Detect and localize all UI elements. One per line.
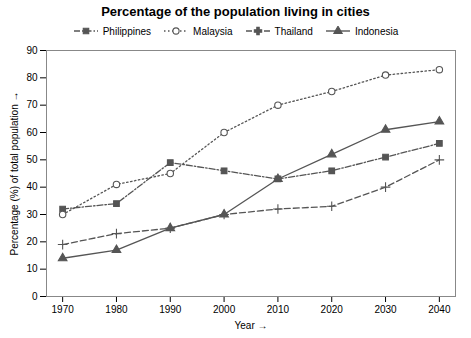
html-text:Malaysia: Malaysia <box>193 25 233 37</box>
svg-text:1980: 1980 <box>105 304 128 315</box>
html-text:Indonesia: Indonesia <box>354 25 399 37</box>
svg-text:0: 0 <box>32 291 38 302</box>
svg-text:Percentage (%) of total popula: Percentage (%) of total population → <box>9 92 20 256</box>
svg-text:80: 80 <box>26 72 38 83</box>
svg-text:2040: 2040 <box>428 304 451 315</box>
svg-text:10: 10 <box>26 263 38 274</box>
svg-text:70: 70 <box>26 99 38 110</box>
svg-text:90: 90 <box>26 45 38 56</box>
svg-text:20: 20 <box>26 236 38 247</box>
svg-text:2010: 2010 <box>267 304 290 315</box>
html-text:Percentage of the population l: Percentage of the population living in c… <box>101 4 370 19</box>
svg-text:60: 60 <box>26 127 38 138</box>
html-text:Thailand: Thailand <box>274 25 313 37</box>
svg-text:50: 50 <box>26 154 38 165</box>
svg-text:40: 40 <box>26 181 38 192</box>
html-text:Philippines: Philippines <box>102 25 152 37</box>
svg-text:2020: 2020 <box>321 304 344 315</box>
svg-text:1970: 1970 <box>52 304 75 315</box>
svg-text:30: 30 <box>26 209 38 220</box>
svg-text:Year →: Year → <box>235 320 268 331</box>
svg-text:1990: 1990 <box>159 304 182 315</box>
svg-text:2030: 2030 <box>374 304 397 315</box>
svg-text:2000: 2000 <box>213 304 236 315</box>
